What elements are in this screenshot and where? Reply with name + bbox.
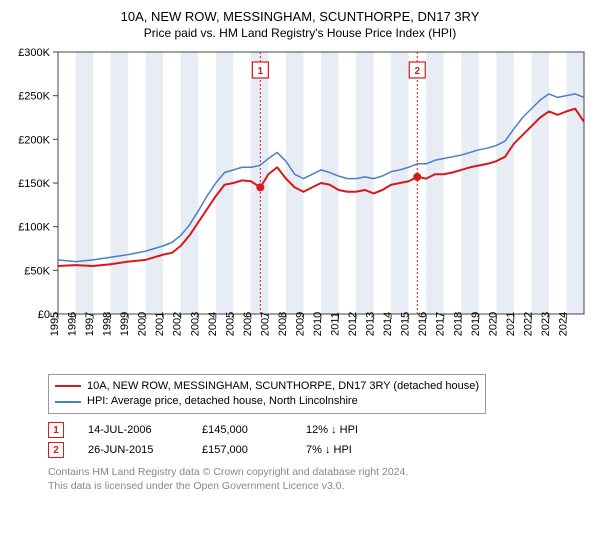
svg-text:£300K: £300K [18,47,50,59]
svg-text:2014: 2014 [382,311,394,335]
legend-swatch [55,401,81,403]
svg-text:2013: 2013 [365,311,377,335]
chart-container: { "header": { "title": "10A, NEW ROW, ME… [0,0,600,504]
transactions-table: 1 14-JUL-2006 £145,000 12% ↓ HPI 2 26-JUN-201… [48,420,590,460]
chart-svg: £0£50K£100K£150K£200K£250K£300K199519961… [10,46,590,366]
chart-title: 10A, NEW ROW, MESSINGHAM, SCUNTHORPE, DN… [10,8,590,26]
transaction-badge: 2 [48,442,64,458]
svg-text:2: 2 [414,66,420,77]
legend-item: 10A, NEW ROW, MESSINGHAM, SCUNTHORPE, DN… [55,379,479,394]
legend-label: HPI: Average price, detached house, Nort… [87,394,358,409]
svg-text:2008: 2008 [277,311,289,335]
transaction-date: 26-JUN-2015 [88,444,178,456]
transaction-badge: 1 [48,422,64,438]
svg-text:2020: 2020 [487,311,499,335]
svg-text:2011: 2011 [330,312,342,336]
svg-text:2024: 2024 [557,311,569,335]
svg-text:2021: 2021 [505,311,517,335]
svg-text:2015: 2015 [400,311,412,335]
svg-text:2023: 2023 [540,311,552,335]
transaction-delta: 7% ↓ HPI [306,444,352,456]
legend-swatch [55,385,81,387]
transaction-price: £145,000 [202,424,282,436]
svg-text:1995: 1995 [49,311,61,335]
footnote: Contains HM Land Registry data © Crown c… [48,466,590,493]
svg-text:£150K: £150K [18,178,50,190]
svg-text:2017: 2017 [435,311,447,335]
legend-item: HPI: Average price, detached house, Nort… [55,394,479,409]
svg-text:1998: 1998 [102,311,114,335]
svg-text:2010: 2010 [312,311,324,335]
footnote-line1: Contains HM Land Registry data © Crown c… [48,466,590,480]
svg-text:2007: 2007 [259,311,271,335]
svg-text:1999: 1999 [119,311,131,335]
svg-text:2022: 2022 [522,311,534,335]
svg-text:£100K: £100K [18,221,50,233]
svg-text:2009: 2009 [294,311,306,335]
transaction-row: 1 14-JUL-2006 £145,000 12% ↓ HPI [48,420,590,440]
transaction-date: 14-JUL-2006 [88,424,178,436]
line-chart: £0£50K£100K£150K£200K£250K£300K199519961… [10,46,590,366]
svg-text:2004: 2004 [207,311,219,335]
svg-text:£250K: £250K [18,90,50,102]
svg-text:2001: 2001 [154,311,166,335]
svg-text:2012: 2012 [347,311,359,335]
svg-text:1996: 1996 [67,311,79,335]
svg-text:2000: 2000 [137,311,149,335]
transaction-delta: 12% ↓ HPI [306,424,358,436]
svg-text:£50K: £50K [24,265,50,277]
svg-text:2005: 2005 [224,311,236,335]
transaction-price: £157,000 [202,444,282,456]
svg-text:2019: 2019 [470,311,482,335]
svg-text:2016: 2016 [417,311,429,335]
svg-text:1997: 1997 [84,311,96,335]
transaction-row: 2 26-JUN-2015 £157,000 7% ↓ HPI [48,440,590,460]
chart-subtitle: Price paid vs. HM Land Registry's House … [10,26,590,40]
footnote-line2: This data is licensed under the Open Gov… [48,480,590,494]
svg-text:1: 1 [258,66,264,77]
svg-text:2006: 2006 [242,311,254,335]
svg-text:2018: 2018 [452,311,464,335]
legend: 10A, NEW ROW, MESSINGHAM, SCUNTHORPE, DN… [48,374,486,415]
legend-label: 10A, NEW ROW, MESSINGHAM, SCUNTHORPE, DN… [87,379,479,394]
svg-text:2003: 2003 [189,311,201,335]
svg-text:2002: 2002 [172,311,184,335]
svg-text:£200K: £200K [18,134,50,146]
